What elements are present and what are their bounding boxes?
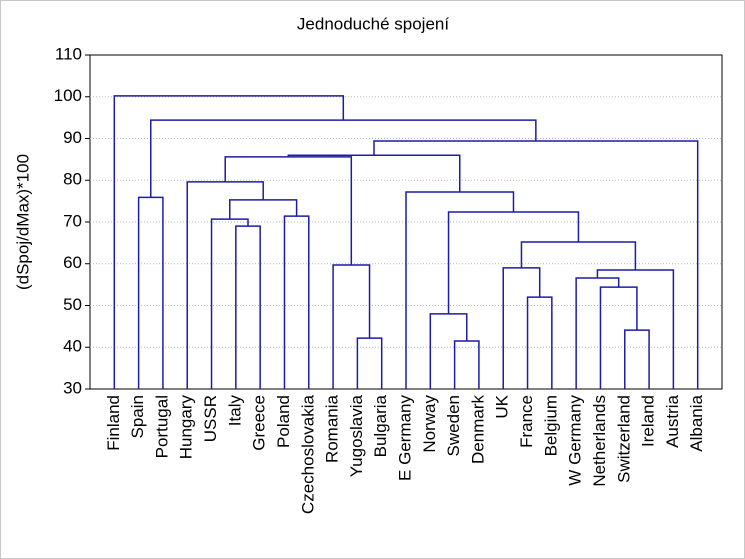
leaf-label: Italy <box>225 395 244 427</box>
y-tick-label: 30 <box>63 378 82 397</box>
leaf-label: Belgium <box>541 395 560 456</box>
dendrogram-link <box>624 329 650 389</box>
leaf-label: Poland <box>274 395 293 448</box>
leaf-label: Finland <box>104 395 123 451</box>
leaf-label: Spain <box>128 395 147 438</box>
leaf-label: USSR <box>201 395 220 442</box>
leaf-label: Denmark <box>468 395 487 464</box>
leaf-label: Czechoslovakia <box>298 394 317 514</box>
y-tick-label: 100 <box>54 86 82 105</box>
y-tick-label: 110 <box>55 44 82 63</box>
leaf-label: Sweden <box>444 395 463 456</box>
y-tick-label: 70 <box>63 211 82 230</box>
leaf-label: Albania <box>687 394 706 451</box>
leaf-label: Romania <box>323 394 342 463</box>
leaf-label: E Germany <box>395 395 414 481</box>
y-tick-label: 90 <box>63 128 82 147</box>
y-tick-label: 60 <box>63 253 82 272</box>
leaf-label: Portugal <box>152 395 171 458</box>
leaf-label: Yugoslavia <box>347 394 366 477</box>
leaf-label: France <box>517 395 536 448</box>
leaf-label: Ireland <box>639 395 658 447</box>
y-tick-label: 80 <box>63 170 82 189</box>
leaf-label: Bulgaria <box>371 394 390 457</box>
leaf-label: Netherlands <box>590 395 609 487</box>
dendrogram-link <box>332 264 371 389</box>
leaf-label: W Germany <box>566 395 585 486</box>
y-tick-label: 50 <box>63 295 82 314</box>
leaf-label: UK <box>493 394 512 418</box>
leaf-label: Austria <box>663 394 682 447</box>
y-axis-label: (dSpoj/dMax)*100 <box>13 154 32 290</box>
leaf-label: Switzerland <box>614 395 633 483</box>
dendrogram-link <box>113 95 345 389</box>
chart-title: Jednoduché spojení <box>297 14 449 33</box>
y-tick-label: 40 <box>63 337 82 356</box>
dendrogram-link <box>596 269 675 389</box>
leaf-label: Norway <box>420 395 439 453</box>
leaf-label: Greece <box>250 395 269 451</box>
leaf-label: Hungary <box>177 395 196 460</box>
